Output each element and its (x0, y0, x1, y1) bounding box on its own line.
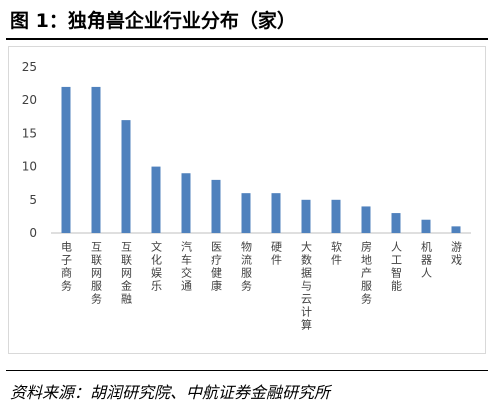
bar-4 (181, 173, 191, 233)
x-category-label: 人工智能 (390, 241, 403, 293)
figure-title: 图 1：独角兽企业行业分布（家） (10, 10, 296, 32)
x-category-label: 文化娱乐 (150, 240, 163, 293)
y-tick-label: 20 (22, 93, 37, 107)
bar-8 (301, 199, 311, 233)
source-divider (6, 370, 488, 371)
x-category-label: 大数据与云计算 (300, 240, 313, 332)
y-tick-label: 25 (22, 60, 37, 74)
y-tick-label: 0 (29, 226, 37, 240)
bar-2 (121, 120, 131, 233)
x-category-label: 机器人 (420, 240, 433, 280)
x-category-label: 医疗健康 (210, 241, 223, 293)
y-tick-label: 5 (29, 193, 37, 207)
y-tick-label: 15 (22, 126, 37, 140)
bar-7 (271, 193, 281, 233)
x-category-label: 硬件 (270, 241, 283, 267)
bar-12 (421, 219, 431, 233)
bar-chart: 0 5 10 15 20 25 电子商务 互联网服务 互联网金融 文化娱乐 汽车交通 医疗健康 物流服务… (22, 60, 471, 332)
x-category-label: 互联网金融 (120, 241, 133, 306)
chart-area: 0 5 10 15 20 25 电子商务 互联网服务 互联网金融 文化娱乐 汽车交通 医疗健康 物流服务… (8, 46, 486, 354)
x-category-label: 汽车交通 (180, 240, 193, 293)
bar-10 (361, 206, 371, 233)
bar-6 (241, 193, 251, 233)
x-category-label: 电子商务 (60, 241, 73, 293)
x-category-label: 游戏 (450, 241, 463, 267)
bar-13 (451, 226, 461, 233)
x-category-label: 物流服务 (240, 240, 253, 293)
x-category-label: 软件 (330, 240, 343, 267)
title-underline (6, 38, 488, 40)
bar-0 (61, 86, 71, 233)
bar-1 (91, 86, 101, 233)
source-note: 资料来源：胡润研究院、中航证券金融研究所 (10, 383, 331, 402)
bar-5 (211, 179, 221, 233)
bar-3 (151, 166, 161, 233)
bar-11 (391, 213, 401, 233)
y-tick-label: 10 (22, 160, 37, 174)
x-category-label: 房地产服务 (360, 241, 373, 306)
bar-9 (331, 199, 341, 233)
x-category-label: 互联网服务 (90, 241, 103, 306)
